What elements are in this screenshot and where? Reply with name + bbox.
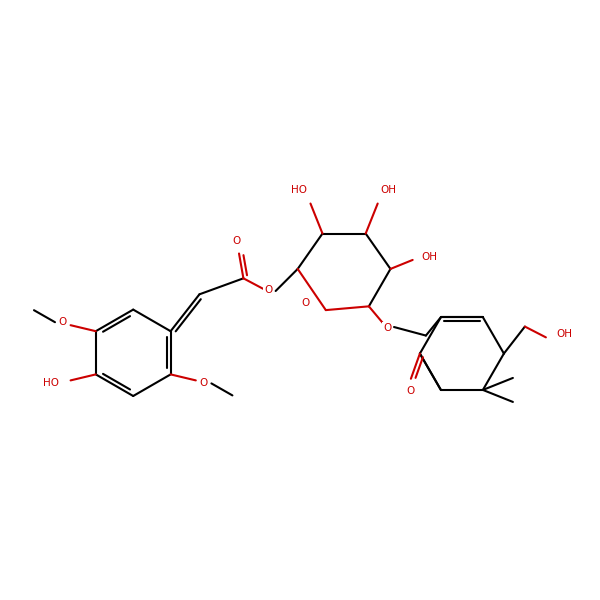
Text: O: O — [232, 236, 240, 247]
Text: O: O — [59, 317, 67, 327]
Text: O: O — [199, 379, 208, 388]
Text: O: O — [383, 323, 392, 333]
Text: HO: HO — [43, 379, 59, 388]
Text: OH: OH — [556, 329, 572, 340]
Text: O: O — [407, 386, 415, 396]
Text: OH: OH — [380, 185, 397, 196]
Text: O: O — [265, 285, 272, 295]
Text: O: O — [302, 298, 310, 308]
Text: HO: HO — [292, 185, 307, 196]
Text: OH: OH — [422, 252, 437, 262]
